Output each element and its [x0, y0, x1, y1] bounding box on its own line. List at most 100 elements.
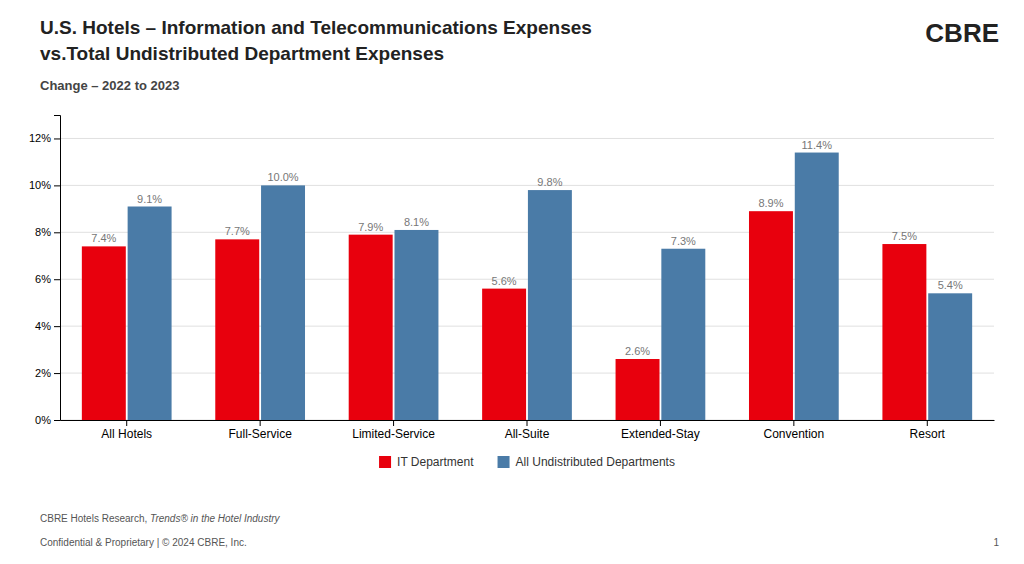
legend-label: All Undistributed Departments: [516, 455, 675, 469]
bar: [82, 246, 126, 420]
bar: [215, 239, 259, 420]
bar: [128, 207, 172, 421]
y-tick: 0%: [35, 414, 60, 426]
y-tick-label: 10%: [29, 179, 51, 191]
logo-text: CBRE: [925, 18, 999, 48]
data-label: 11.4%: [802, 139, 833, 151]
legend-item: All Undistributed Departments: [498, 455, 675, 469]
legend-swatch: [498, 456, 510, 468]
y-tick: 12%: [29, 132, 60, 144]
bar: [749, 211, 793, 420]
x-tick-label: Convention: [763, 427, 824, 441]
x-axis: All Hotels Full-Service Limited-Service All…: [61, 420, 995, 441]
y-tick: 8%: [35, 226, 60, 238]
title-block: U.S. Hotels – Information and Telecommun…: [40, 17, 592, 93]
bar: [661, 249, 705, 420]
page-number: 1: [993, 537, 999, 548]
y-tick: 6%: [35, 273, 60, 285]
x-tick-label: Full-Service: [228, 427, 292, 441]
y-tick-label: 6%: [35, 273, 51, 285]
data-label: 7.7%: [225, 225, 250, 237]
footnote: Confidential & Proprietary | © 2024 CBRE…: [40, 537, 247, 548]
title: vs.Total Undistributed Department Expens…: [40, 43, 444, 64]
data-label: 2.6%: [625, 345, 650, 357]
bar: [482, 289, 526, 420]
bar: [261, 185, 305, 420]
x-tick-label: Limited-Service: [352, 427, 435, 441]
data-label: 7.3%: [671, 235, 696, 247]
data-label: 5.6%: [492, 275, 517, 287]
y-tick-mark: [54, 420, 60, 421]
bar-series: [128, 153, 973, 420]
y-axis-line: [54, 116, 61, 421]
x-tick: Resort: [910, 420, 946, 441]
data-label: 9.8%: [537, 176, 562, 188]
grid-line: [60, 138, 994, 139]
y-axis: 0% 2% 4% 6% 8% 10% 12%: [29, 116, 61, 427]
x-tick-label: All Hotels: [101, 427, 152, 441]
data-label: 10.0%: [267, 171, 298, 183]
grid-line: [60, 185, 994, 186]
bar: [349, 235, 393, 420]
y-tick-label: 4%: [35, 320, 51, 332]
x-tick-label: Resort: [910, 427, 946, 441]
legend: IT Department All Undistributed Departmen…: [379, 455, 675, 469]
x-tick-mark: [527, 420, 528, 426]
plot-area: 0% 2% 4% 6% 8% 10% 12% All Hotels Full-Service Li…: [29, 116, 995, 441]
x-tick-mark: [393, 420, 394, 426]
data-label: 9.1%: [137, 193, 162, 205]
x-tick-mark: [260, 420, 261, 426]
bar: [394, 230, 438, 420]
footnote: CBRE Hotels Research,: [40, 513, 150, 524]
x-tick: All-Suite: [505, 420, 550, 441]
bar: [882, 244, 926, 420]
legend-swatch: [379, 456, 391, 468]
y-tick-mark: [54, 138, 60, 139]
y-tick-label: 2%: [35, 367, 51, 379]
y-tick-mark: [54, 185, 60, 186]
x-tick-mark: [126, 420, 127, 426]
chart: U.S. Hotels – Information and Telecommun…: [0, 0, 1024, 564]
legend-label: IT Department: [397, 455, 474, 469]
x-tick-label: Extended-Stay: [621, 427, 700, 441]
y-tick-mark: [54, 373, 60, 374]
x-tick: Extended-Stay: [621, 420, 700, 441]
bar: [616, 359, 660, 420]
grid-line: [60, 232, 994, 233]
data-label: 8.9%: [758, 197, 783, 209]
bar: [928, 293, 972, 420]
y-tick: 10%: [29, 179, 60, 191]
data-labels: 7.4%7.7%7.9%5.6%2.6%8.9%7.5%9.1%10.0%8.1…: [91, 139, 963, 357]
title: U.S. Hotels – Information and Telecommun…: [40, 17, 592, 38]
x-tick: Convention: [763, 420, 824, 441]
y-tick: 2%: [35, 367, 60, 379]
x-tick-mark: [660, 420, 661, 426]
y-tick-mark: [54, 232, 60, 233]
grid-line: [60, 279, 994, 280]
bars: [82, 153, 972, 420]
x-tick: All Hotels: [101, 420, 152, 441]
y-tick-label: 8%: [35, 226, 51, 238]
data-label: 7.4%: [91, 232, 116, 244]
y-tick-label: 12%: [29, 132, 51, 144]
x-tick-mark: [927, 420, 928, 426]
y-tick: 4%: [35, 320, 60, 332]
y-tick-mark: [54, 279, 60, 280]
legend-item: IT Department: [379, 455, 474, 469]
grid: [60, 138, 994, 420]
x-tick: Full-Service: [228, 420, 292, 441]
grid-line: [60, 373, 994, 374]
data-label: 5.4%: [938, 279, 963, 291]
data-label: 7.5%: [892, 230, 917, 242]
x-tick-label: All-Suite: [505, 427, 550, 441]
bar: [795, 153, 839, 420]
bar: [528, 190, 572, 420]
subtitle: Change – 2022 to 2023: [40, 78, 179, 93]
x-tick-mark: [793, 420, 794, 426]
y-tick-label: 0%: [35, 414, 51, 426]
annotations: CBRE CBRE Hotels Research, Trends® in the…: [40, 18, 999, 548]
x-tick: Limited-Service: [352, 420, 435, 441]
y-tick-mark: [54, 326, 60, 327]
footnote: Trends® in the Hotel Industry: [150, 513, 280, 524]
data-label: 7.9%: [358, 221, 383, 233]
